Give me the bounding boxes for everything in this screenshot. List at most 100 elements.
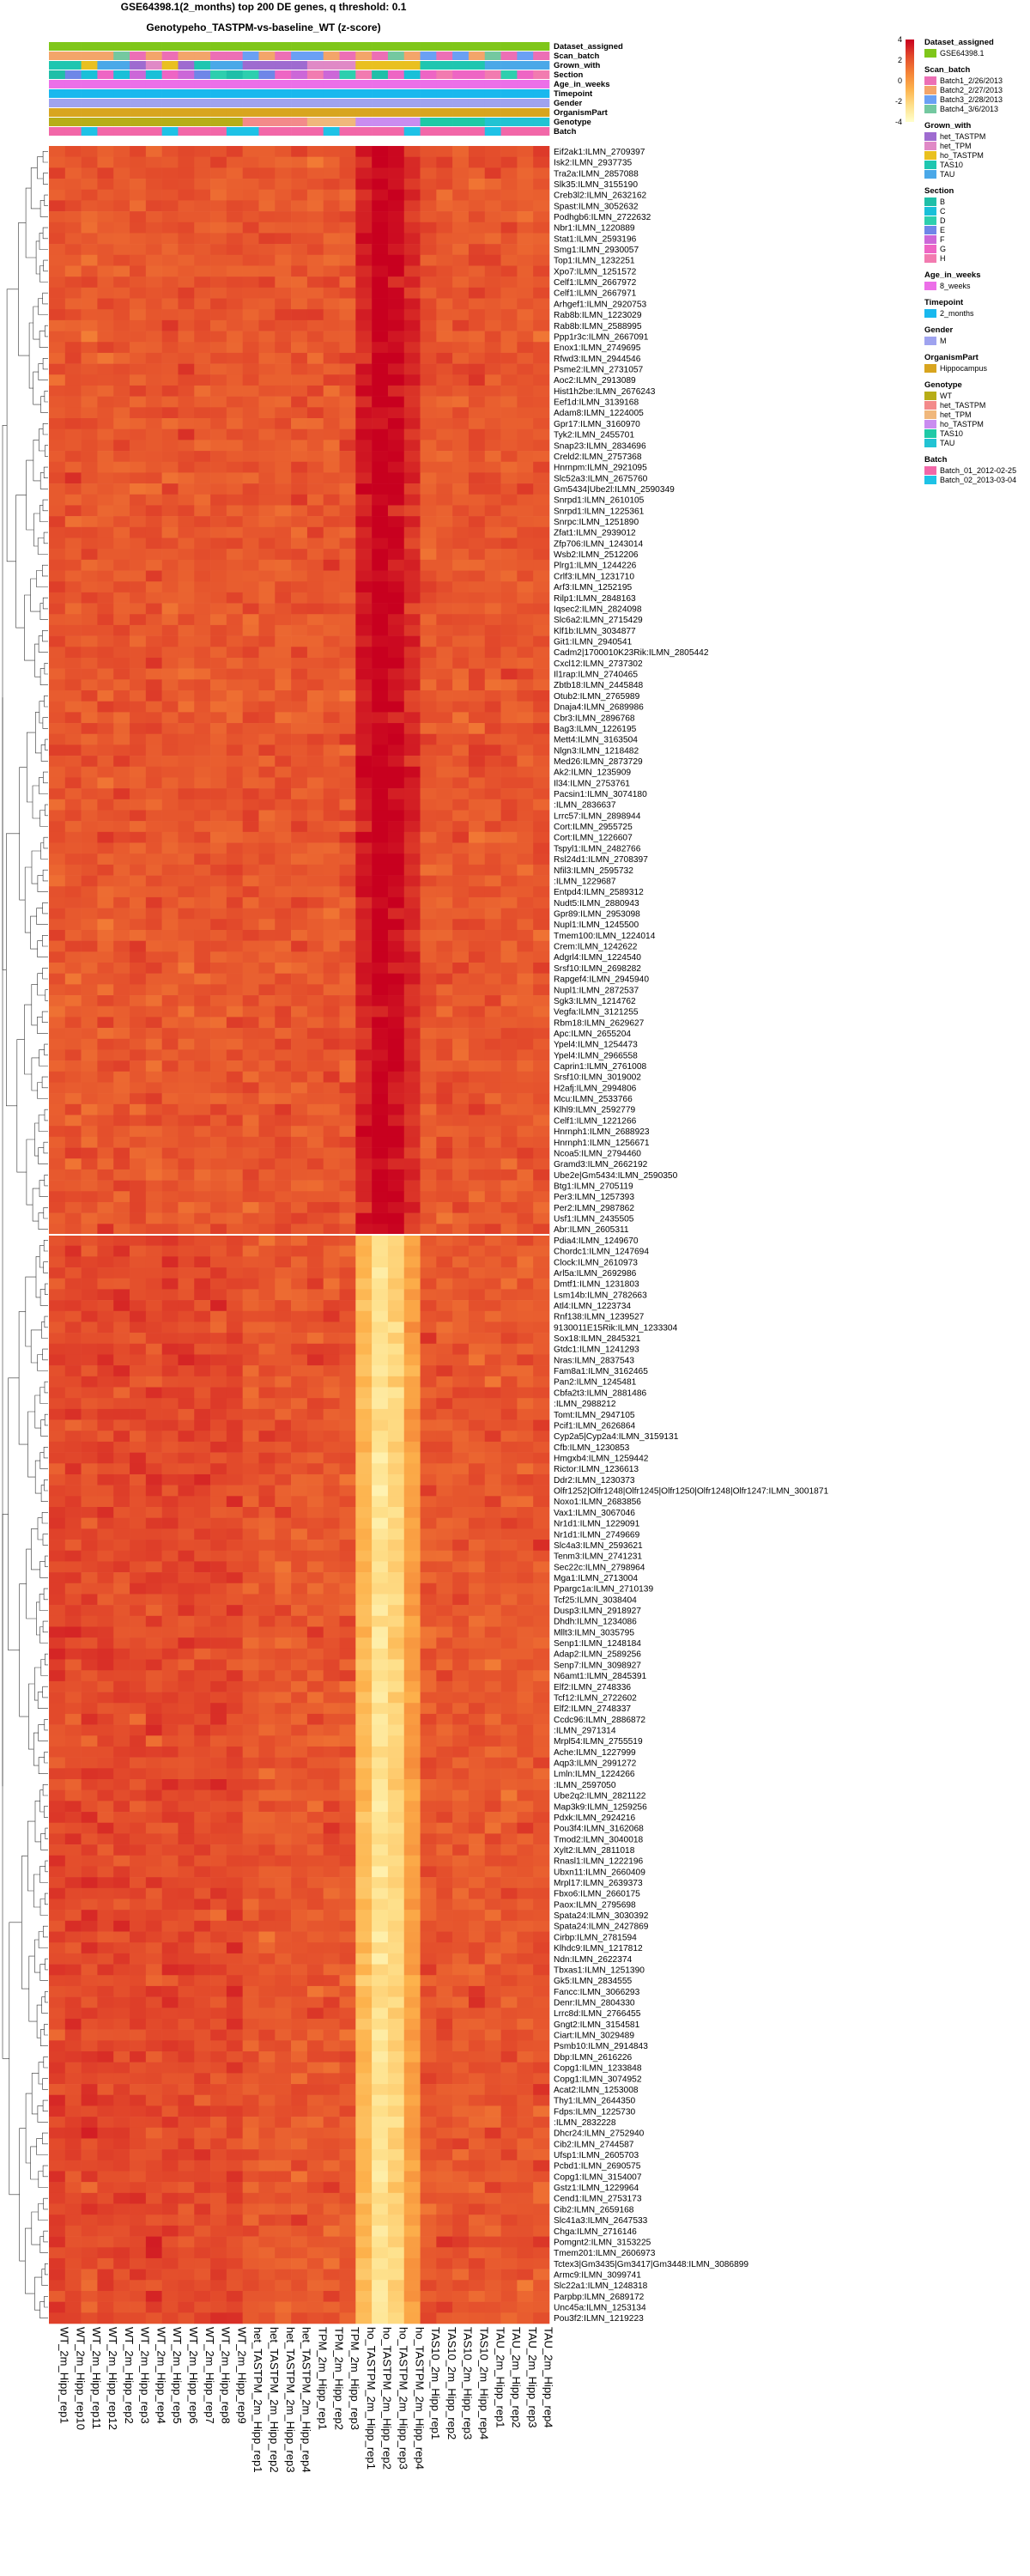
heatmap-cell xyxy=(372,908,389,920)
heatmap-cell xyxy=(113,1387,130,1399)
heatmap-cell xyxy=(81,516,98,528)
annotation-cell xyxy=(275,42,292,51)
heatmap-cell xyxy=(242,1550,259,1562)
heatmap-cell xyxy=(194,756,211,768)
heatmap-cell xyxy=(420,1605,437,1617)
heatmap-cell xyxy=(291,156,308,168)
heatmap-cell xyxy=(145,472,162,484)
heatmap-cell xyxy=(210,766,227,778)
heatmap-cell xyxy=(420,896,437,908)
heatmap-cell xyxy=(517,1278,534,1290)
heatmap-cell xyxy=(226,1431,243,1443)
heatmap-cell xyxy=(64,886,82,898)
heatmap-cell xyxy=(323,810,340,822)
heatmap-cell xyxy=(500,1670,518,1682)
heatmap-cell xyxy=(452,984,470,996)
heatmap-cell xyxy=(81,1605,98,1617)
heatmap-cell xyxy=(178,1550,195,1562)
heatmap-cell xyxy=(452,701,470,713)
heatmap-cell xyxy=(533,559,550,571)
heatmap-cell xyxy=(500,1180,518,1192)
heatmap-cell xyxy=(161,1615,179,1627)
heatmap-cell xyxy=(178,244,195,256)
dendrogram-branch xyxy=(42,2165,48,2178)
heatmap-cell xyxy=(452,200,470,212)
annotation-cell xyxy=(210,99,227,107)
heatmap-cell xyxy=(178,1082,195,1094)
heatmap-cell xyxy=(130,1431,147,1443)
heatmap-cell xyxy=(81,1321,98,1334)
heatmap-cell xyxy=(533,1038,550,1050)
heatmap-cell xyxy=(468,451,486,463)
heatmap-cell xyxy=(242,1245,259,1257)
dendrogram-branch xyxy=(36,2004,42,2038)
heatmap-cell xyxy=(145,1659,162,1671)
heatmap-cell xyxy=(161,929,179,941)
heatmap-cell xyxy=(372,374,389,386)
heatmap-cell xyxy=(533,963,550,974)
heatmap-cell xyxy=(468,614,486,626)
heatmap-cell xyxy=(130,1561,147,1573)
heatmap-cell xyxy=(275,1310,292,1322)
heatmap-cell xyxy=(339,810,356,822)
heatmap-cell xyxy=(226,1354,243,1366)
heatmap-cell xyxy=(113,1082,130,1094)
heatmap-cell xyxy=(372,1169,389,1181)
heatmap-cell xyxy=(194,1005,211,1018)
heatmap-cell xyxy=(323,1049,340,1061)
heatmap-cell xyxy=(178,1191,195,1203)
heatmap-cell xyxy=(533,603,550,615)
heatmap-cell xyxy=(161,200,179,212)
heatmap-cell xyxy=(355,211,373,223)
heatmap-cell xyxy=(306,1093,324,1105)
heatmap-cell xyxy=(81,799,98,811)
heatmap-cell xyxy=(210,1245,227,1257)
heatmap-cell xyxy=(291,494,308,506)
heatmap-cell xyxy=(372,1540,389,1552)
heatmap-cell xyxy=(113,1419,130,1431)
heatmap-cell xyxy=(210,963,227,974)
heatmap-cell xyxy=(517,1245,534,1257)
heatmap-cell xyxy=(130,265,147,277)
heatmap-cell xyxy=(420,1060,437,1072)
heatmap-cell xyxy=(49,1147,66,1159)
annotation-cell xyxy=(500,61,518,70)
heatmap-cell xyxy=(145,1180,162,1192)
heatmap-cell xyxy=(161,1017,179,1029)
heatmap-cell xyxy=(452,810,470,822)
heatmap-cell xyxy=(161,428,179,440)
heatmap-cell xyxy=(355,1212,373,1224)
heatmap-cell xyxy=(49,919,66,931)
heatmap-cell xyxy=(533,1561,550,1573)
heatmap-cell xyxy=(97,875,114,887)
heatmap-cell xyxy=(484,603,501,615)
heatmap-cell xyxy=(49,1540,66,1552)
heatmap-cell xyxy=(275,1028,292,1040)
heatmap-cell xyxy=(226,331,243,343)
heatmap-cell xyxy=(178,1528,195,1540)
heatmap-cell xyxy=(355,1615,373,1627)
heatmap-cell xyxy=(226,592,243,604)
heatmap-cell xyxy=(533,276,550,289)
heatmap-cell xyxy=(178,733,195,745)
heatmap-cell xyxy=(275,461,292,473)
heatmap-cell xyxy=(161,146,179,157)
heatmap-cell xyxy=(484,1528,501,1540)
heatmap-cell xyxy=(355,1115,373,1127)
heatmap-cell xyxy=(242,1017,259,1029)
heatmap-cell xyxy=(194,483,211,495)
heatmap-cell xyxy=(291,1235,308,1246)
heatmap-cell xyxy=(194,690,211,702)
heatmap-cell xyxy=(145,1398,162,1410)
heatmap-cell xyxy=(468,886,486,898)
heatmap-cell xyxy=(81,1115,98,1127)
heatmap-cell xyxy=(242,1354,259,1366)
heatmap-cell xyxy=(468,1005,486,1018)
heatmap-cell xyxy=(81,744,98,756)
heatmap-cell xyxy=(291,244,308,256)
heatmap-cell xyxy=(130,1463,147,1475)
heatmap-cell xyxy=(323,1626,340,1638)
annotation-cell xyxy=(275,89,292,98)
heatmap-cell xyxy=(226,244,243,256)
heatmap-cell xyxy=(500,1703,518,1715)
